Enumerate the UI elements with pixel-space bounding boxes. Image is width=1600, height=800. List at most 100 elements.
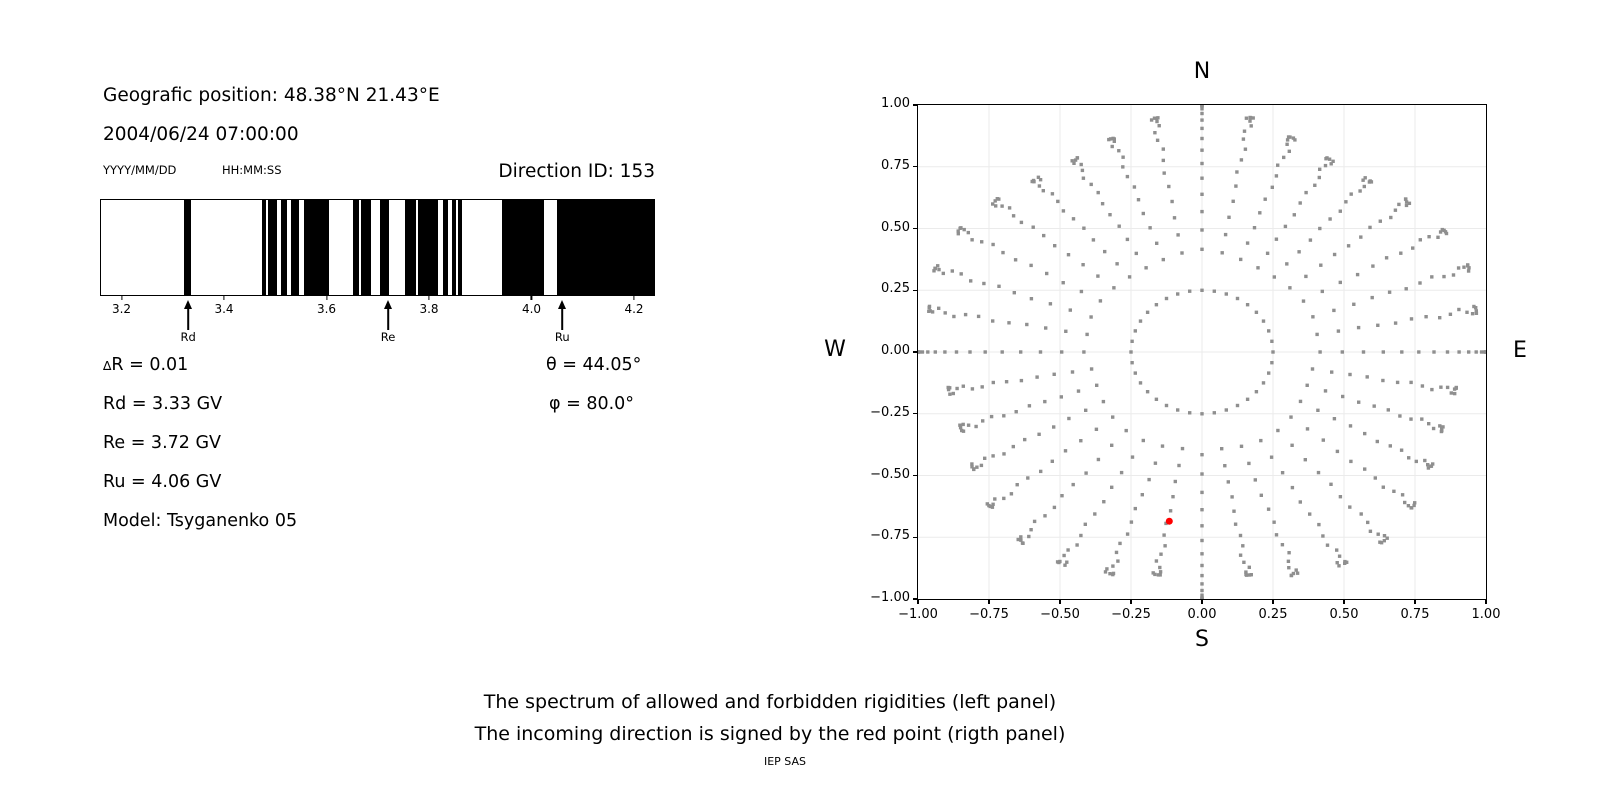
direction-dot: [1115, 262, 1119, 266]
spectrum-axis: 3.2 3.4 3.6 3.8 4.0 4.2: [100, 296, 655, 318]
direction-dot: [991, 242, 995, 247]
re-value-line: Re = 3.72 GV: [103, 433, 221, 453]
direction-dot: [1052, 425, 1056, 429]
caption-line-2: The incoming direction is signed by the …: [474, 723, 1066, 745]
direction-dot: [1287, 551, 1291, 555]
west-label: W: [824, 337, 846, 362]
direction-dot: [1082, 226, 1086, 230]
direction-dot: [1200, 490, 1204, 495]
direction-dot: [1200, 453, 1204, 457]
y-tick-label: 0.00: [881, 343, 910, 358]
direction-dot: [1081, 263, 1085, 267]
direction-dot: [1002, 414, 1006, 418]
direction-dot: [1412, 503, 1416, 508]
direction-dot: [1298, 201, 1302, 205]
direction-dot: [933, 350, 937, 354]
direction-dot: [1103, 249, 1107, 254]
direction-dot: [1162, 171, 1166, 175]
direction-dot: [1382, 539, 1386, 543]
direction-dot: [1286, 559, 1291, 563]
y-tick-label: 0.50: [881, 219, 910, 235]
re-marker-label: Re: [380, 330, 396, 344]
y-tick-label: −0.50: [870, 466, 910, 482]
direction-dot: [1310, 367, 1315, 371]
direction-dot: [1200, 588, 1204, 593]
direction-dot: [1052, 372, 1056, 376]
direction-dot: [975, 465, 979, 469]
direction-dot: [1023, 437, 1027, 442]
direction-dot: [1129, 520, 1134, 524]
axis-tick: [530, 296, 533, 300]
direction-dot: [1000, 350, 1004, 354]
direction-dot: [1352, 302, 1356, 306]
direction-dot: [1029, 297, 1034, 301]
direction-dot: [1056, 199, 1060, 204]
direction-dot: [1100, 202, 1105, 206]
direction-dot: [1362, 184, 1366, 189]
axis-tick: [1414, 599, 1416, 604]
direction-dot: [1096, 190, 1100, 195]
direction-dot: [970, 465, 974, 469]
delta-symbol: ∆: [103, 358, 112, 373]
direction-dot: [1200, 176, 1204, 180]
re-arrow-marker: Re: [378, 299, 398, 345]
direction-dot: [1385, 536, 1389, 540]
direction-dot: [1244, 116, 1249, 120]
direction-dot: [1368, 529, 1373, 533]
direction-dot: [1029, 263, 1033, 268]
direction-dot: [1242, 560, 1246, 564]
direction-dot: [1052, 505, 1057, 510]
direction-dot: [1188, 289, 1192, 293]
direction-dot: [1247, 573, 1252, 577]
direction-dot: [1112, 139, 1116, 143]
direction-dot: [1156, 116, 1160, 120]
axis-tick-label: 3.4: [214, 302, 234, 316]
direction-dot: [1375, 439, 1379, 444]
x-tick-label: −0.75: [969, 607, 1009, 622]
south-label: S: [1195, 627, 1209, 652]
direction-dot: [1014, 410, 1018, 414]
direction-dot: [1154, 397, 1159, 401]
direction-dot: [1233, 522, 1238, 526]
direction-dot: [1133, 506, 1137, 511]
direction-dot: [1376, 323, 1380, 327]
direction-dot: [950, 269, 954, 273]
direction-dot: [1153, 131, 1157, 135]
direction-dot: [1348, 372, 1352, 377]
axis-tick-label: 3.2: [111, 302, 132, 316]
direction-dot: [966, 423, 971, 427]
direction-dot: [1467, 266, 1471, 270]
direction-dot: [1177, 463, 1181, 468]
direction-dot: [1484, 350, 1486, 354]
direction-dot: [1241, 544, 1245, 548]
direction-dot: [927, 305, 931, 310]
direction-dot: [1384, 256, 1389, 260]
direction-dot: [1381, 378, 1385, 383]
direction-dot: [1147, 477, 1151, 482]
direction-dot: [1301, 299, 1306, 303]
direction-dot: [1101, 399, 1106, 404]
direction-dot: [1111, 572, 1115, 577]
direction-dot: [1011, 214, 1016, 218]
direction-dot: [1223, 232, 1228, 237]
direction-dot: [1151, 571, 1155, 575]
direction-dot: [1382, 534, 1387, 538]
direction-dot: [1378, 219, 1382, 223]
direction-dot: [1457, 307, 1461, 312]
forbidden-band: [268, 200, 277, 295]
direction-dot: [1161, 257, 1165, 262]
direction-dot: [1379, 541, 1384, 545]
direction-dot: [1155, 241, 1159, 245]
direction-dot: [1002, 452, 1006, 456]
direction-dot: [1270, 361, 1274, 365]
direction-dot: [1102, 500, 1106, 504]
y-tick-label: −0.75: [870, 528, 910, 544]
direction-dot: [943, 350, 947, 354]
direction-dot: [1289, 573, 1293, 578]
direction-dot: [1466, 269, 1471, 273]
direction-dot: [1292, 213, 1296, 217]
forbidden-band: [290, 200, 300, 295]
axis-tick: [913, 227, 918, 230]
direction-dot: [1116, 559, 1120, 563]
direction-dot: [1399, 251, 1403, 255]
